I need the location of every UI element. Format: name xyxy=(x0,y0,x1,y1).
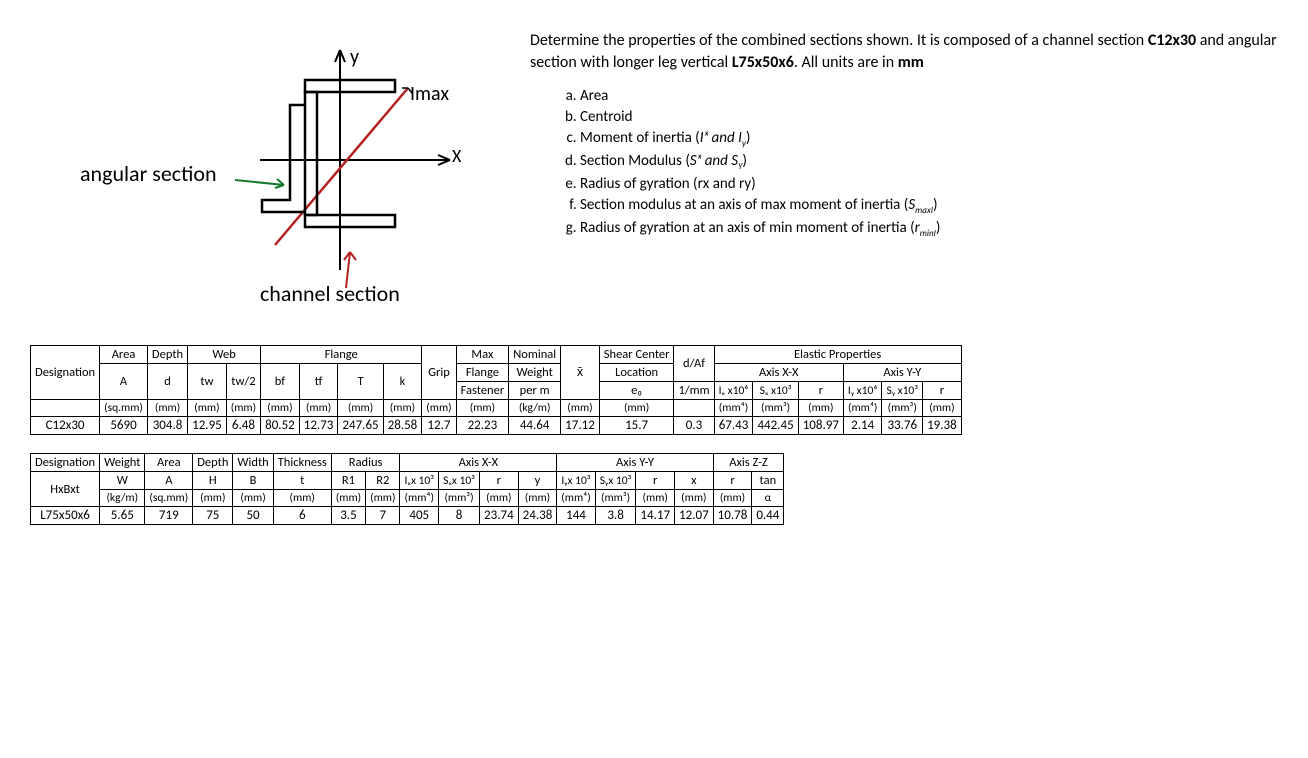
question-list: Area Centroid Moment of inertia (Iₓ and … xyxy=(580,87,1278,239)
q-g: Radius of gyration at an axis of min mom… xyxy=(580,219,1278,239)
x-axis-label: X xyxy=(452,145,461,167)
intro-pre: Determine the properties of the combined… xyxy=(530,31,1148,50)
t1-designation: Designation xyxy=(31,346,100,400)
q-d: Section Modulus (Sₓ and SY) xyxy=(580,152,1278,172)
angle-table: Designation Weight Area Depth Width Thic… xyxy=(30,453,784,525)
q-c: Moment of inertia (Iₓ and Iy) xyxy=(580,129,1278,149)
imax-label: Imax xyxy=(410,82,449,106)
intro-sec2: L75x50x6 xyxy=(732,53,794,72)
intro-unit: mm xyxy=(898,53,924,72)
q-f: Section modulus at an axis of max moment… xyxy=(580,196,1278,216)
q-e: Radius of gyration (rx and ry) xyxy=(580,175,1278,193)
y-axis-label: y xyxy=(350,45,359,69)
section-diagram: angular section channel section y X Imax xyxy=(30,20,490,310)
q-a: Area xyxy=(580,87,1278,105)
channel-label: channel section xyxy=(260,280,400,307)
channel-row: C12x30 5690 304.8 12.95 6.48 80.52 12.73… xyxy=(31,417,962,435)
angular-label: angular section xyxy=(80,160,217,187)
q-b: Centroid xyxy=(580,108,1278,126)
channel-table: Designation Area Depth Web Flange Grip M… xyxy=(30,345,962,435)
intro-post: . All units are in xyxy=(794,53,898,72)
angle-row: L75x50x6 5.65 719 75 50 6 3.5 7 405 8 23… xyxy=(31,507,784,525)
intro-sec1: C12x30 xyxy=(1148,31,1196,50)
intro-text: Determine the properties of the combined… xyxy=(530,30,1278,73)
